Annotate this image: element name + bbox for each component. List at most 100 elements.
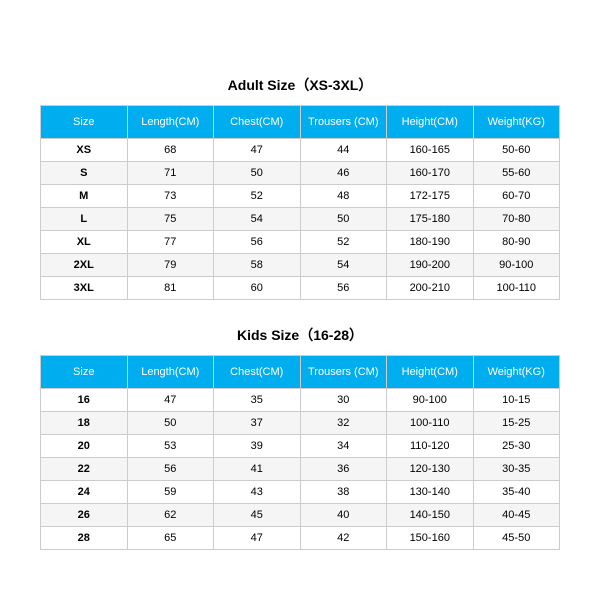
cell-chest: 43 bbox=[214, 481, 301, 504]
adult-size-table: Size Length(CM) Chest(CM) Trousers (CM) … bbox=[40, 105, 560, 300]
cell-size: 3XL bbox=[41, 277, 128, 300]
table-row: 3XL 81 60 56 200-210 100-110 bbox=[41, 277, 560, 300]
table-row: 16 47 35 30 90-100 10-15 bbox=[41, 389, 560, 412]
table-row: 26 62 45 40 140-150 40-45 bbox=[41, 504, 560, 527]
table-row: XS 68 47 44 160-165 50-60 bbox=[41, 139, 560, 162]
kids-header-row: Size Length(CM) Chest(CM) Trousers (CM) … bbox=[41, 356, 560, 389]
cell-length: 59 bbox=[127, 481, 214, 504]
cell-height: 200-210 bbox=[387, 277, 474, 300]
cell-weight: 70-80 bbox=[473, 208, 560, 231]
cell-length: 81 bbox=[127, 277, 214, 300]
cell-chest: 47 bbox=[214, 527, 301, 550]
cell-size: 28 bbox=[41, 527, 128, 550]
cell-size: 24 bbox=[41, 481, 128, 504]
cell-chest: 50 bbox=[214, 162, 301, 185]
table-row: 18 50 37 32 100-110 15-25 bbox=[41, 412, 560, 435]
cell-chest: 47 bbox=[214, 139, 301, 162]
cell-chest: 52 bbox=[214, 185, 301, 208]
cell-chest: 56 bbox=[214, 231, 301, 254]
cell-height: 172-175 bbox=[387, 185, 474, 208]
cell-weight: 50-60 bbox=[473, 139, 560, 162]
table-row: 2XL 79 58 54 190-200 90-100 bbox=[41, 254, 560, 277]
cell-length: 62 bbox=[127, 504, 214, 527]
cell-chest: 45 bbox=[214, 504, 301, 527]
cell-trousers: 50 bbox=[300, 208, 387, 231]
cell-height: 160-170 bbox=[387, 162, 474, 185]
cell-weight: 35-40 bbox=[473, 481, 560, 504]
col-length: Length(CM) bbox=[127, 106, 214, 139]
table-row: 20 53 39 34 110-120 25-30 bbox=[41, 435, 560, 458]
cell-trousers: 56 bbox=[300, 277, 387, 300]
col-trousers: Trousers (CM) bbox=[300, 106, 387, 139]
cell-weight: 60-70 bbox=[473, 185, 560, 208]
table-row: M 73 52 48 172-175 60-70 bbox=[41, 185, 560, 208]
cell-weight: 100-110 bbox=[473, 277, 560, 300]
cell-length: 75 bbox=[127, 208, 214, 231]
cell-trousers: 36 bbox=[300, 458, 387, 481]
cell-chest: 60 bbox=[214, 277, 301, 300]
cell-size: XS bbox=[41, 139, 128, 162]
cell-size: S bbox=[41, 162, 128, 185]
adult-header-row: Size Length(CM) Chest(CM) Trousers (CM) … bbox=[41, 106, 560, 139]
col-chest: Chest(CM) bbox=[214, 106, 301, 139]
cell-height: 175-180 bbox=[387, 208, 474, 231]
cell-chest: 37 bbox=[214, 412, 301, 435]
cell-length: 56 bbox=[127, 458, 214, 481]
cell-length: 47 bbox=[127, 389, 214, 412]
cell-trousers: 34 bbox=[300, 435, 387, 458]
cell-size: 2XL bbox=[41, 254, 128, 277]
cell-weight: 15-25 bbox=[473, 412, 560, 435]
cell-size: M bbox=[41, 185, 128, 208]
cell-chest: 41 bbox=[214, 458, 301, 481]
cell-length: 50 bbox=[127, 412, 214, 435]
cell-trousers: 30 bbox=[300, 389, 387, 412]
cell-weight: 55-60 bbox=[473, 162, 560, 185]
cell-trousers: 38 bbox=[300, 481, 387, 504]
cell-length: 77 bbox=[127, 231, 214, 254]
col-height: Height(CM) bbox=[387, 106, 474, 139]
cell-height: 90-100 bbox=[387, 389, 474, 412]
cell-trousers: 44 bbox=[300, 139, 387, 162]
cell-weight: 80-90 bbox=[473, 231, 560, 254]
kids-body: 16 47 35 30 90-100 10-15 18 50 37 32 100… bbox=[41, 389, 560, 550]
cell-size: 18 bbox=[41, 412, 128, 435]
kids-title: Kids Size（16-28） bbox=[40, 325, 560, 345]
cell-trousers: 54 bbox=[300, 254, 387, 277]
cell-height: 140-150 bbox=[387, 504, 474, 527]
cell-chest: 54 bbox=[214, 208, 301, 231]
col-trousers: Trousers (CM) bbox=[300, 356, 387, 389]
cell-height: 150-160 bbox=[387, 527, 474, 550]
cell-length: 68 bbox=[127, 139, 214, 162]
cell-length: 73 bbox=[127, 185, 214, 208]
col-weight: Weight(KG) bbox=[473, 106, 560, 139]
cell-chest: 39 bbox=[214, 435, 301, 458]
table-row: 28 65 47 42 150-160 45-50 bbox=[41, 527, 560, 550]
cell-size: 16 bbox=[41, 389, 128, 412]
cell-size: 20 bbox=[41, 435, 128, 458]
cell-height: 190-200 bbox=[387, 254, 474, 277]
cell-trousers: 52 bbox=[300, 231, 387, 254]
cell-trousers: 48 bbox=[300, 185, 387, 208]
col-size: Size bbox=[41, 106, 128, 139]
cell-weight: 40-45 bbox=[473, 504, 560, 527]
adult-title: Adult Size（XS-3XL） bbox=[40, 75, 560, 95]
cell-height: 160-165 bbox=[387, 139, 474, 162]
cell-weight: 30-35 bbox=[473, 458, 560, 481]
table-row: XL 77 56 52 180-190 80-90 bbox=[41, 231, 560, 254]
cell-length: 79 bbox=[127, 254, 214, 277]
cell-length: 71 bbox=[127, 162, 214, 185]
table-row: 24 59 43 38 130-140 35-40 bbox=[41, 481, 560, 504]
cell-size: L bbox=[41, 208, 128, 231]
cell-weight: 45-50 bbox=[473, 527, 560, 550]
cell-weight: 90-100 bbox=[473, 254, 560, 277]
kids-size-table: Size Length(CM) Chest(CM) Trousers (CM) … bbox=[40, 355, 560, 550]
kids-size-section: Kids Size（16-28） Size Length(CM) Chest(C… bbox=[40, 325, 560, 550]
cell-trousers: 42 bbox=[300, 527, 387, 550]
col-height: Height(CM) bbox=[387, 356, 474, 389]
adult-body: XS 68 47 44 160-165 50-60 S 71 50 46 160… bbox=[41, 139, 560, 300]
adult-size-section: Adult Size（XS-3XL） Size Length(CM) Chest… bbox=[40, 75, 560, 300]
table-row: L 75 54 50 175-180 70-80 bbox=[41, 208, 560, 231]
col-weight: Weight(KG) bbox=[473, 356, 560, 389]
cell-trousers: 40 bbox=[300, 504, 387, 527]
cell-size: XL bbox=[41, 231, 128, 254]
